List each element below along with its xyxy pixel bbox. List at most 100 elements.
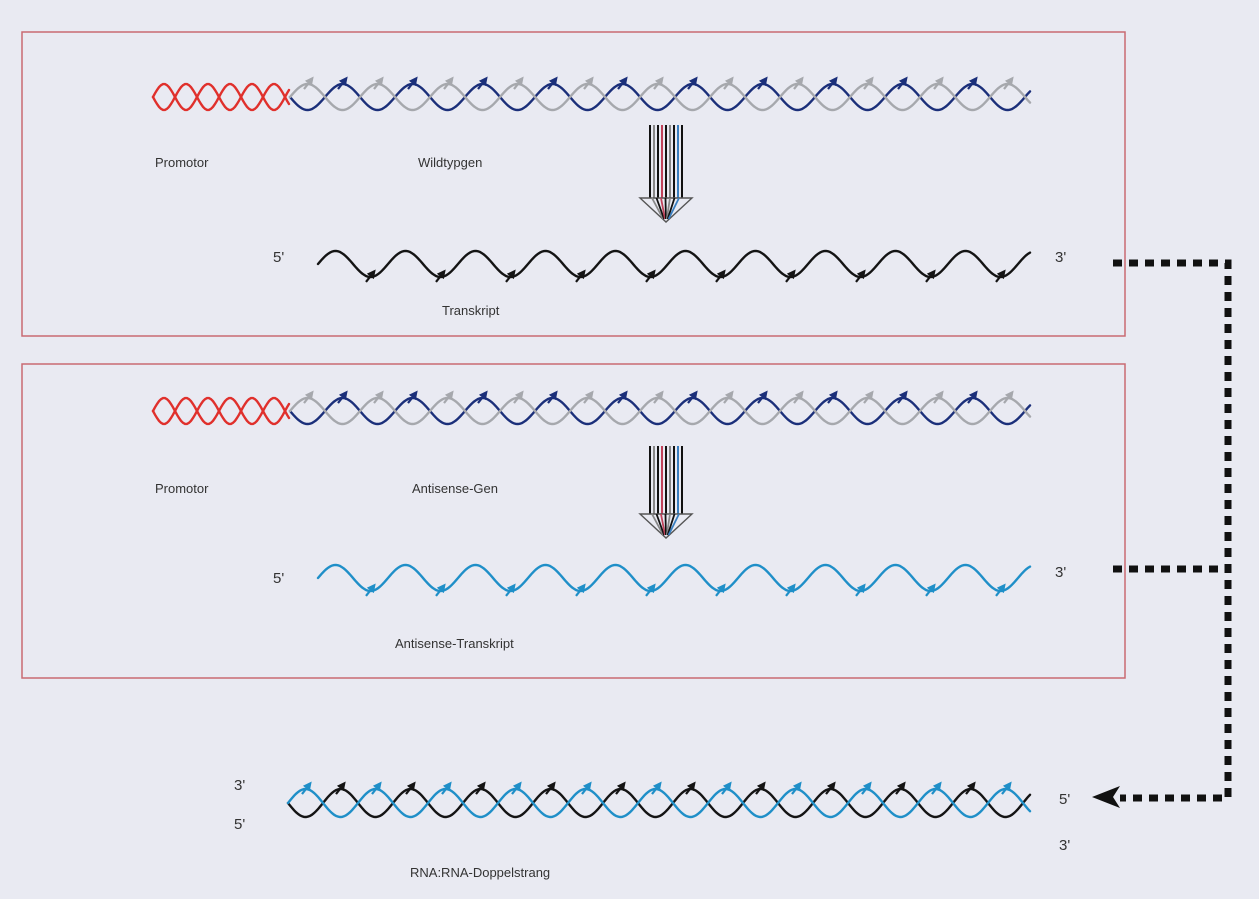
- gene-base-marker-light: [443, 390, 454, 404]
- rna-base-marker: [365, 269, 376, 283]
- wildtype-panel: [21, 31, 1126, 337]
- connector-arrowhead: [1092, 786, 1120, 808]
- gene-base-marker-light: [793, 76, 804, 90]
- antisense-promoter-label: Promotor: [155, 481, 209, 496]
- antisense-transcript-5-prime-label: 5': [273, 570, 284, 587]
- gene-base-marker-light: [653, 76, 664, 90]
- duplex-base-marker-antisense: [441, 781, 452, 795]
- duplex-left-5-prime-label: 5': [234, 816, 245, 833]
- duplex-base-marker-antisense: [511, 781, 522, 795]
- arrow-head-stripe: [651, 197, 664, 220]
- gene-strand-light: [288, 396, 1032, 426]
- duplex-left-3-prime-label: 3': [234, 777, 245, 794]
- wildtype-gene-label: Wildtypgen: [418, 155, 482, 170]
- gene-base-marker-light: [303, 390, 314, 404]
- rna-base-marker: [575, 583, 586, 597]
- promoter-strand-b: [151, 396, 291, 426]
- gene-base-marker-light: [793, 390, 804, 404]
- gene-base-marker-dark: [617, 76, 628, 90]
- gene-base-marker-dark: [337, 390, 348, 404]
- gene-base-marker-light: [373, 390, 384, 404]
- rna-base-marker: [575, 269, 586, 283]
- duplex-base-marker-sense: [965, 781, 976, 795]
- gene-base-marker-light: [513, 390, 524, 404]
- rna-base-marker: [505, 269, 516, 283]
- antisense-gene-helix: [288, 390, 1032, 426]
- transcript-5-prime-label: 5': [273, 249, 284, 266]
- duplex-base-marker-sense: [615, 781, 626, 795]
- arrow-head-stripe: [665, 197, 671, 220]
- duplex-base-marker-antisense: [931, 781, 942, 795]
- promoter-strand-b: [151, 82, 291, 112]
- gene-base-marker-dark: [547, 390, 558, 404]
- gene-base-marker-dark: [687, 76, 698, 90]
- duplex-base-marker-antisense: [721, 781, 732, 795]
- duplex-label: RNA:RNA-Doppelstrang: [410, 865, 550, 880]
- arrow-head-stripe: [667, 513, 680, 536]
- rna-duplex-helix: [286, 781, 1032, 819]
- gene-base-marker-light: [513, 76, 524, 90]
- duplex-base-marker-antisense: [1001, 781, 1012, 795]
- gene-base-marker-dark: [477, 76, 488, 90]
- duplex-base-marker-antisense: [301, 781, 312, 795]
- gene-base-marker-light: [1003, 390, 1014, 404]
- transcription-arrow-2: [638, 446, 694, 539]
- arrow-head-stripe: [660, 513, 666, 536]
- duplex-base-marker-antisense: [861, 781, 872, 795]
- arrow-head-stripe: [666, 197, 676, 220]
- rna-base-marker: [435, 269, 446, 283]
- gene-base-marker-dark: [547, 76, 558, 90]
- duplex-base-marker-sense: [825, 781, 836, 795]
- duplex-base-marker-sense: [475, 781, 486, 795]
- gene-base-marker-dark: [967, 390, 978, 404]
- rna-backbone: [316, 563, 1032, 593]
- wildtype-promoter-label: Promotor: [155, 155, 209, 170]
- duplex-right-3-prime-label: 3': [1059, 837, 1070, 854]
- duplex-base-marker-antisense: [791, 781, 802, 795]
- rna-base-marker: [925, 583, 936, 597]
- arrow-head-stripe: [651, 513, 664, 536]
- arrow-head-stripe: [655, 197, 665, 220]
- duplex-base-marker-antisense: [371, 781, 382, 795]
- antisense-transcript-3-prime-label: 3': [1055, 564, 1066, 581]
- rna-base-marker: [365, 583, 376, 597]
- transcript-label: Transkript: [442, 303, 500, 318]
- gene-base-marker-light: [303, 76, 314, 90]
- gene-strand-light: [288, 82, 1032, 112]
- gene-base-marker-dark: [617, 390, 628, 404]
- rna-base-marker: [855, 269, 866, 283]
- arrow-head-stripe: [665, 513, 671, 536]
- antisense-transcript-strand: [316, 563, 1032, 597]
- sense-transcript-strand: [316, 249, 1032, 283]
- rna-base-marker: [435, 583, 446, 597]
- gene-base-marker-light: [723, 390, 734, 404]
- arrow-head-stripe: [660, 197, 666, 220]
- gene-base-marker-dark: [757, 390, 768, 404]
- rna-base-marker: [505, 583, 516, 597]
- gene-base-marker-light: [863, 76, 874, 90]
- transcription-arrow-1: [638, 125, 694, 223]
- rna-base-marker: [995, 583, 1006, 597]
- rna-base-marker: [855, 583, 866, 597]
- arrow-head-stripe: [666, 513, 676, 536]
- rna-base-marker: [645, 583, 656, 597]
- gene-base-marker-light: [653, 390, 664, 404]
- wildtype-gene-helix: [288, 76, 1032, 112]
- gene-base-marker-dark: [687, 390, 698, 404]
- gene-base-marker-light: [443, 76, 454, 90]
- rna-base-marker: [715, 583, 726, 597]
- duplex-base-marker-sense: [545, 781, 556, 795]
- gene-base-marker-dark: [897, 76, 908, 90]
- duplex-base-marker-antisense: [581, 781, 592, 795]
- gene-base-marker-light: [373, 76, 384, 90]
- duplex-base-marker-sense: [755, 781, 766, 795]
- gene-base-marker-light: [583, 390, 594, 404]
- duplex-base-marker-antisense: [651, 781, 662, 795]
- rna-base-marker: [785, 583, 796, 597]
- gene-base-marker-light: [583, 76, 594, 90]
- gene-base-marker-light: [723, 76, 734, 90]
- gene-base-marker-dark: [827, 76, 838, 90]
- gene-base-marker-dark: [407, 390, 418, 404]
- arrow-head-stripe: [667, 197, 680, 220]
